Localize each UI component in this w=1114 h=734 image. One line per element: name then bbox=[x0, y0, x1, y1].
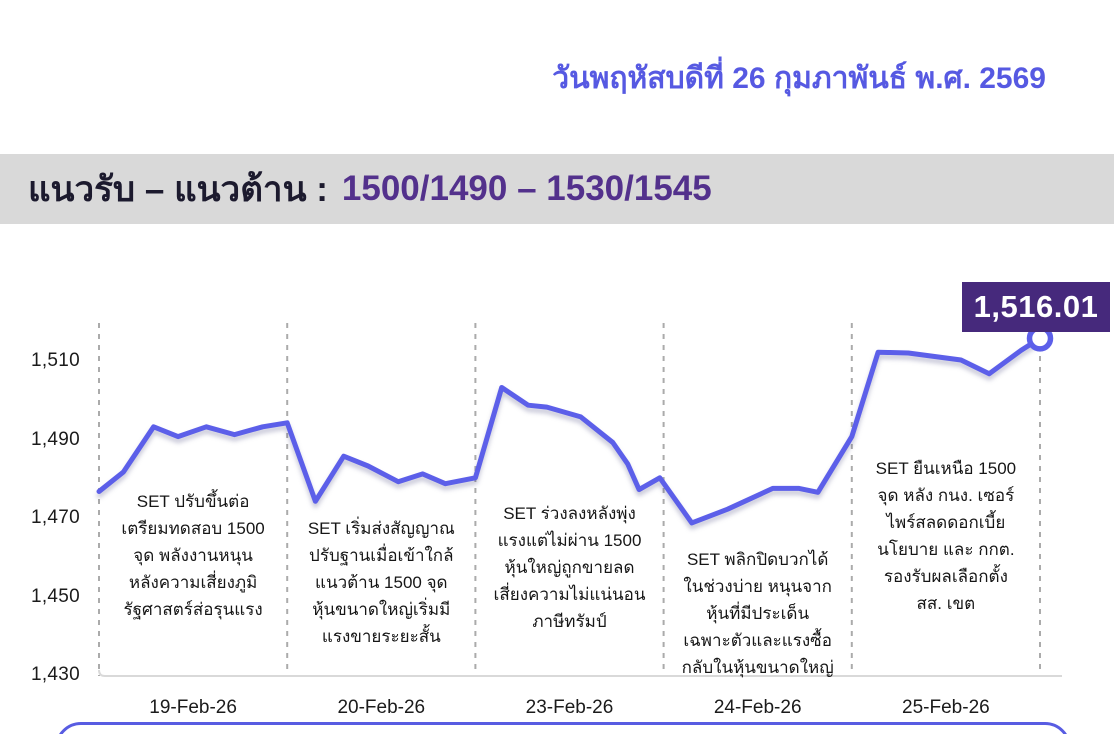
y-axis-tick-label: 1,510 bbox=[30, 350, 80, 371]
annotation-line: จุด พลังงานหนุน bbox=[133, 546, 253, 565]
annotation-line: แนวต้าน 1500 จุด bbox=[314, 573, 448, 592]
x-axis-tick-label: 23-Feb-26 bbox=[525, 697, 614, 718]
annotation-line: เสี่ยงความไม่แน่นอน bbox=[493, 585, 646, 604]
annotation-line: ไพร์สลดดอกเบี้ย bbox=[886, 513, 1006, 532]
day-annotation: SET ยืนเหนือ 1500 จุด หลัง กนง. เซอร์ไพร์… bbox=[848, 455, 1044, 617]
banner-label: แนวรับ – แนวต้าน : bbox=[28, 169, 328, 209]
annotation-line: แรงขายระยะสั้น bbox=[321, 627, 441, 646]
annotation-line: รัฐศาสตร์ส่อรุนแรง bbox=[123, 600, 263, 619]
annotation-line: SET เริ่มส่งสัญญาณ bbox=[307, 519, 455, 538]
day-annotation: SET เริ่มส่งสัญญาณปรับฐานเมื่อเข้าใกล้แน… bbox=[283, 515, 479, 650]
y-axis-tick-label: 1,430 bbox=[30, 664, 80, 685]
x-axis-tick-label: 24-Feb-26 bbox=[713, 697, 802, 718]
price-callout-value: 1,516.01 bbox=[973, 289, 1099, 324]
annotation-line: เฉพาะตัวและแรงซื้อ bbox=[683, 631, 832, 650]
annotation-line: หุ้นใหญ่ถูกขายลด bbox=[504, 558, 635, 577]
annotation-line: หลังความเสี่ยงภูมิ bbox=[128, 573, 258, 592]
y-axis-tick-label: 1,450 bbox=[30, 585, 80, 607]
annotation-line: ภาษีทรัมป์ bbox=[532, 612, 607, 631]
day-annotation: SET พลิกปิดบวกได้ในช่วงบ่าย หนุนจากหุ้นท… bbox=[660, 546, 856, 681]
annotation-line: กลับในหุ้นขนาดใหญ่ bbox=[681, 658, 834, 677]
annotation-line: สส. เขต bbox=[916, 594, 976, 613]
day-annotation: SET ปรับขึ้นต่อเตรียมทดสอบ 1500 จุด พลังง… bbox=[95, 488, 291, 623]
annotation-line: หุ้นขนาดใหญ่เริ่มมี bbox=[312, 600, 451, 619]
annotation-line: SET ร่วงลงหลังพุ่ง bbox=[503, 504, 636, 523]
annotation-line: SET พลิกปิดบวกได้ bbox=[686, 550, 829, 569]
y-axis-tick-label: 1,490 bbox=[30, 428, 80, 450]
annotation-line: SET ปรับขึ้นต่อ bbox=[136, 492, 250, 511]
annotation-line: จุด หลัง กนง. เซอร์ bbox=[877, 486, 1015, 505]
day-annotation: SET ร่วงลงหลังพุ่งแรงแต่ไม่ผ่าน 1500 หุ้น… bbox=[472, 500, 668, 635]
x-axis-baseline bbox=[98, 669, 1062, 677]
date-header-text: วันพฤหัสบดีที่ 26 กุมภาพันธ์ พ.ศ. 2569 bbox=[552, 62, 1046, 95]
y-axis-tick-label: 1,470 bbox=[30, 507, 80, 528]
annotation-line: หุ้นที่มีประเด็น bbox=[706, 604, 810, 623]
annotation-line: เตรียมทดสอบ 1500 bbox=[121, 519, 265, 538]
annotation-line: รองรับผลเลือกตั้ง bbox=[883, 567, 1008, 586]
annotation-line: ปรับฐานเมื่อเข้าใกล้ bbox=[309, 546, 454, 565]
annotation-line: นโยบาย และ กกต. bbox=[877, 540, 1015, 559]
bottom-panel-edge bbox=[55, 722, 1071, 734]
annotation-line: SET ยืนเหนือ 1500 bbox=[875, 459, 1017, 478]
x-axis-tick-label: 25-Feb-26 bbox=[902, 697, 990, 718]
support-resistance-banner: แนวรับ – แนวต้าน : 1500/1490 – 1530/1545 bbox=[0, 154, 1114, 224]
price-line bbox=[96, 335, 1043, 526]
annotation-line: แรงแต่ไม่ผ่าน 1500 bbox=[497, 531, 642, 550]
price-callout: 1,516.01 bbox=[962, 282, 1110, 332]
x-axis-tick-label: 19-Feb-26 bbox=[149, 697, 237, 718]
x-axis-tick-label: 20-Feb-26 bbox=[337, 697, 426, 718]
banner-range-values: 1500/1490 – 1530/1545 bbox=[341, 169, 712, 208]
annotation-line: ในช่วงบ่าย หนุนจาก bbox=[683, 577, 832, 596]
